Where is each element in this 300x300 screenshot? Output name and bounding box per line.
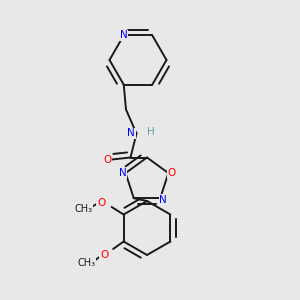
- Text: O: O: [103, 154, 112, 165]
- Text: H: H: [147, 127, 155, 137]
- Text: CH₃: CH₃: [78, 257, 96, 268]
- Text: N: N: [159, 195, 167, 205]
- Text: O: O: [168, 168, 176, 178]
- Text: N: N: [127, 128, 135, 139]
- Text: N: N: [120, 30, 127, 40]
- Text: CH₃: CH₃: [75, 203, 93, 214]
- Text: N: N: [119, 168, 127, 178]
- Text: O: O: [100, 250, 108, 260]
- Text: O: O: [97, 197, 105, 208]
